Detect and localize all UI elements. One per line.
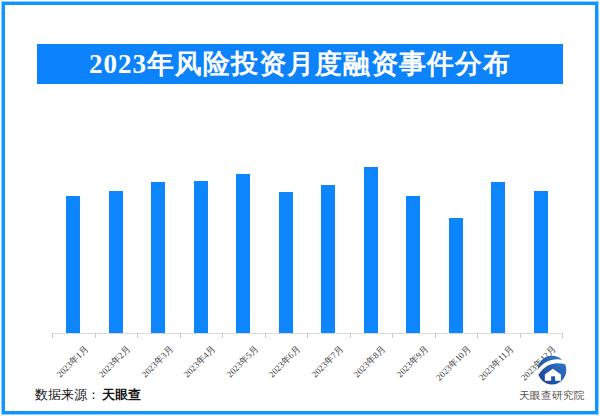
tianyancha-logo: 天眼查研究院 (516, 354, 588, 403)
x-axis-tick (222, 333, 223, 338)
x-axis-label: 2023年5月 (224, 343, 262, 381)
x-axis-tick (265, 333, 266, 338)
x-axis-label: 2023年11月 (476, 343, 517, 384)
bar-month-5 (236, 174, 250, 333)
bar-chart: 2023年1月2023年2月2023年3月2023年4月2023年5月2023年… (0, 0, 600, 416)
bar-month-6 (279, 192, 293, 333)
bar-month-12 (534, 191, 548, 333)
x-axis-label: 2023年8月 (351, 343, 389, 381)
x-axis-label: 2023年9月 (394, 343, 432, 381)
x-axis-tick (137, 333, 138, 338)
bar-month-1 (66, 196, 80, 333)
x-axis-tick (562, 333, 563, 338)
data-source: 数据来源：天眼查 (35, 386, 141, 404)
x-axis-tick (435, 333, 436, 338)
data-source-value: 天眼查 (102, 387, 141, 402)
data-source-label: 数据来源： (35, 387, 100, 402)
x-axis-tick (350, 333, 351, 338)
bar-month-3 (151, 182, 165, 333)
tianyancha-eye-logo-icon (532, 354, 572, 388)
bar-month-4 (194, 181, 208, 333)
bar-month-2 (109, 191, 123, 333)
x-axis-tick (477, 333, 478, 338)
x-axis-label: 2023年4月 (181, 343, 219, 381)
x-axis-tick (95, 333, 96, 338)
x-axis-tick (520, 333, 521, 338)
x-axis-label: 2023年6月 (266, 343, 304, 381)
x-axis-label: 2023年1月 (54, 343, 92, 381)
x-axis-label: 2023年7月 (309, 343, 347, 381)
bar-month-10 (449, 218, 463, 333)
bar-month-9 (406, 196, 420, 333)
x-axis-tick (52, 333, 53, 338)
x-axis-label: 2023年10月 (433, 343, 474, 384)
x-axis-label: 2023年3月 (139, 343, 177, 381)
x-axis-tick (180, 333, 181, 338)
x-axis-tick (307, 333, 308, 338)
logo-caption: 天眼查研究院 (516, 389, 588, 403)
x-axis-tick (392, 333, 393, 338)
bar-month-11 (491, 182, 505, 333)
bar-month-8 (364, 167, 378, 333)
bar-month-7 (321, 185, 335, 333)
x-axis-label: 2023年2月 (96, 343, 134, 381)
